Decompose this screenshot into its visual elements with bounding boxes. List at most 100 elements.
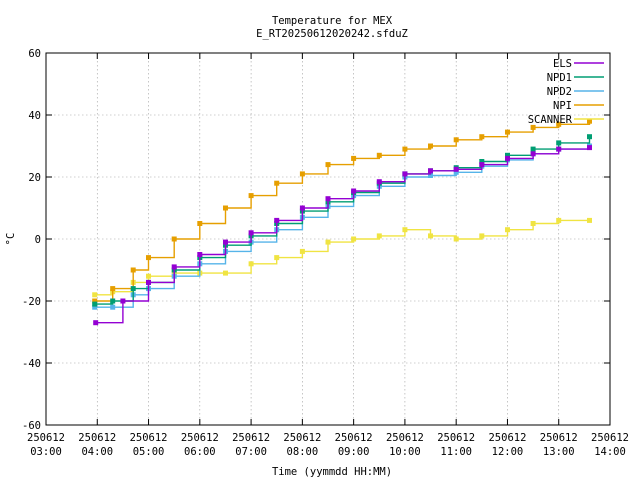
- series-els-point: [171, 264, 177, 270]
- x-tick-date: 250612: [437, 432, 475, 444]
- series-layer: [92, 118, 592, 326]
- series-npd2-point: [453, 169, 459, 175]
- series-npi-point: [223, 205, 228, 211]
- series-scanner-point: [146, 273, 151, 279]
- series-scanner-point: [428, 233, 433, 239]
- chart-subtitle: E_RT20250612020242.sfduZ: [256, 28, 408, 40]
- series-scanner-point: [376, 233, 382, 239]
- series-scanner-point: [479, 233, 485, 239]
- series-npd1-point: [587, 134, 592, 140]
- legend-label: ELS: [553, 58, 572, 70]
- series-els-point: [197, 252, 203, 257]
- series-els-point: [351, 188, 357, 194]
- series-els-point: [146, 279, 151, 285]
- series-els-point: [248, 230, 254, 236]
- y-tick-label: 40: [28, 110, 41, 122]
- x-tick-date: 250612: [540, 432, 578, 444]
- y-tick-label: 60: [28, 48, 41, 60]
- series-npi-point: [351, 155, 357, 161]
- series-scanner-point: [248, 261, 254, 267]
- series-npi-point: [171, 236, 177, 242]
- x-tick-time: 03:00: [30, 446, 62, 458]
- series-els-point: [556, 146, 562, 152]
- series-npi-point: [197, 221, 203, 226]
- series-npi-point: [146, 255, 151, 261]
- x-tick-time: 07:00: [235, 446, 267, 458]
- y-tick-label: 20: [28, 172, 41, 184]
- series-els-point: [93, 320, 99, 326]
- series-scanner-point: [556, 217, 562, 223]
- series-npd1-point: [92, 301, 98, 307]
- y-tick-label: -20: [22, 296, 41, 308]
- legend-label: SCANNER: [528, 114, 573, 126]
- x-tick-time: 13:00: [543, 446, 575, 458]
- x-tick-date: 250612: [386, 432, 424, 444]
- legend: ELS NPD1 NPD2 NPI SCANNER: [528, 58, 604, 126]
- series-npi-point: [428, 143, 433, 149]
- series-npi-point: [479, 134, 485, 140]
- series-els-point: [479, 162, 485, 168]
- series-npd1-point: [479, 159, 485, 164]
- series-els-line: [95, 147, 591, 324]
- x-tick-date: 250612: [27, 432, 65, 444]
- series-scanner-point: [274, 255, 280, 261]
- series-npi-point: [556, 121, 562, 127]
- axis-ticks: -60 -40 -20 0 20 40 60 250612 03:00 250612 04:00 25…: [22, 48, 629, 458]
- series-els-point: [325, 196, 331, 202]
- x-tick-time: 14:00: [594, 446, 626, 458]
- series-els-point: [453, 166, 459, 172]
- series-npd2-point: [110, 304, 116, 310]
- series-npi-point: [530, 124, 536, 130]
- series-npi-point: [92, 298, 98, 304]
- series-npi-point: [453, 137, 459, 143]
- series-npd1-point: [556, 140, 562, 146]
- series-scanner-point: [351, 236, 357, 242]
- series-scanner-point: [223, 270, 228, 276]
- legend-label: NPD2: [547, 86, 572, 98]
- series-scanner-point: [530, 221, 536, 226]
- x-tick-time: 09:00: [338, 446, 370, 458]
- series-els-point: [223, 239, 228, 245]
- series-npd1-point: [530, 146, 536, 152]
- series-npi-point: [402, 146, 408, 152]
- series-els-point: [530, 151, 536, 157]
- x-tick-date: 250612: [181, 432, 219, 444]
- x-tick-time: 12:00: [492, 446, 524, 458]
- grid: [46, 53, 610, 425]
- series-npi-point: [376, 152, 382, 158]
- series-npd2-point: [428, 173, 433, 178]
- y-tick-label: -60: [22, 420, 41, 432]
- y-tick-label: 0: [35, 234, 41, 246]
- series-els-point: [120, 298, 126, 304]
- series-npi-point: [130, 267, 136, 273]
- y-tick-label: -40: [22, 358, 41, 370]
- x-tick-time: 05:00: [133, 446, 165, 458]
- x-tick-date: 250612: [78, 432, 116, 444]
- series-scanner-point: [92, 292, 98, 298]
- series-scanner-point: [505, 227, 510, 233]
- x-tick-time: 04:00: [81, 446, 113, 458]
- chart-title: Temperature for MEX: [272, 15, 393, 27]
- x-tick-date: 250612: [283, 432, 321, 444]
- series-npi-point: [110, 286, 116, 292]
- x-tick-time: 10:00: [389, 446, 421, 458]
- series-npd2-point: [92, 304, 98, 310]
- series-scanner-point: [453, 236, 459, 242]
- series-npi-point: [274, 180, 280, 186]
- series-npi-point: [505, 129, 510, 135]
- x-tick-time: 06:00: [184, 446, 216, 458]
- x-axis-label: Time (yymmdd HH:MM): [272, 466, 392, 478]
- y-axis-label: °C: [5, 233, 17, 246]
- series-els-point: [376, 179, 382, 185]
- series-scanner-point: [325, 239, 331, 245]
- legend-label: NPD1: [547, 72, 572, 84]
- series-npd1-point: [505, 152, 510, 158]
- x-tick-date: 250612: [488, 432, 526, 444]
- series-scanner-point: [402, 227, 408, 233]
- series-npi-point: [325, 162, 331, 168]
- series-npi-point: [587, 118, 592, 124]
- series-npi-point: [299, 171, 305, 177]
- series-scanner-line: [94, 219, 590, 296]
- x-tick-time: 11:00: [440, 446, 472, 458]
